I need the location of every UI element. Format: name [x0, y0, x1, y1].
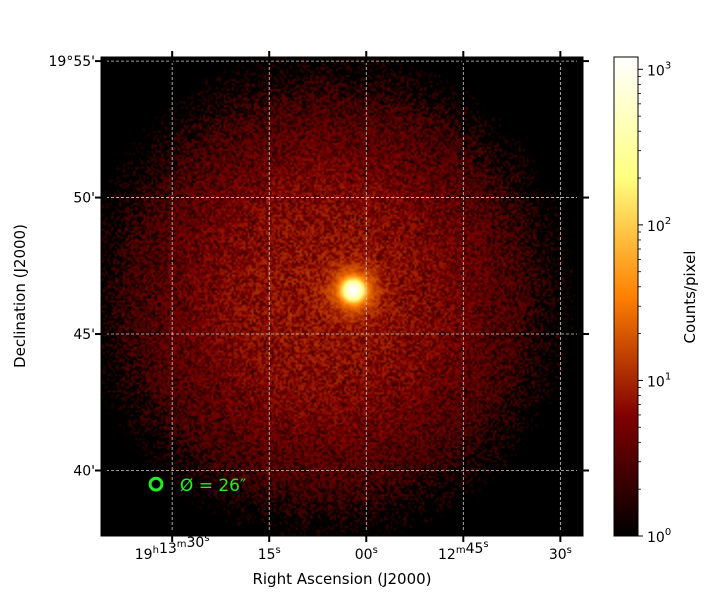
- y-tick-label: 45': [73, 327, 95, 343]
- colorbar-gradient: [613, 56, 639, 537]
- colorbar: 100 101 102 103 Counts/pixel: [613, 56, 699, 546]
- plot-frame: [100, 56, 584, 537]
- y-axis-ticks: 19°55' 50' 45' 40': [49, 54, 589, 479]
- y-tick-label: 19°55': [49, 54, 95, 70]
- sky-image-panel: Ø = 26″ 19h13m30s 15s 00s 12m45s 30s 19°55' 5…: [49, 51, 589, 563]
- y-axis-label: Declination (J2000): [11, 224, 29, 368]
- x-tick-label: 15s: [258, 545, 281, 563]
- y-tick-label: 50': [73, 191, 95, 207]
- counts-map: [101, 57, 583, 536]
- x-axis-ticks: 19h13m30s 15s 00s 12m45s 30s: [135, 51, 572, 563]
- coordinate-grid: [101, 57, 583, 536]
- colorbar-tick-label: 101: [647, 371, 671, 390]
- beam-size-circle: [148, 476, 164, 492]
- x-tick-label: 12m45s: [438, 539, 489, 563]
- beam-size-label: Ø = 26″: [180, 476, 246, 496]
- colorbar-ticks: 100 101 102 103: [638, 60, 671, 546]
- x-tick-label: 00s: [355, 545, 378, 563]
- x-tick-label: 19h13m30s: [135, 533, 210, 563]
- colorbar-tick-label: 102: [647, 216, 671, 235]
- y-tick-label: 40': [73, 463, 95, 479]
- colorbar-tick-label: 100: [647, 527, 671, 546]
- colorbar-tick-label: 103: [647, 60, 671, 79]
- x-axis-label: Right Ascension (J2000): [252, 570, 431, 588]
- x-tick-label: 30s: [549, 545, 572, 563]
- colorbar-label: Counts/pixel: [681, 251, 699, 344]
